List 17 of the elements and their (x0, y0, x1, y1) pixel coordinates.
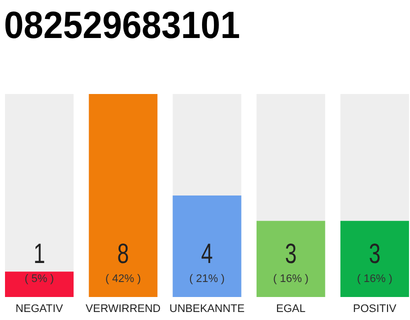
chart-title: 082529683101 (4, 5, 258, 47)
x-tick-label: VERWIRREND (86, 303, 161, 315)
annotation: ( 16% ) (273, 273, 309, 285)
data-label: 3 (285, 239, 297, 270)
data-label: 1 (33, 239, 46, 270)
x-tick-label: NEGATIV (16, 303, 64, 315)
x-tick-label: POSITIV (353, 303, 398, 315)
data-label: 3 (368, 239, 381, 270)
annotation: ( 21% ) (189, 273, 225, 285)
annotation: ( 5% ) (24, 273, 54, 285)
data-label: 4 (201, 239, 214, 270)
data-label: 8 (117, 239, 129, 270)
annotation: ( 42% ) (105, 273, 141, 285)
x-tick-label: EGAL (276, 303, 306, 315)
x-tick-label: UNBEKANNTE (169, 303, 245, 315)
bar (5, 272, 74, 297)
annotation: ( 16% ) (356, 273, 392, 285)
